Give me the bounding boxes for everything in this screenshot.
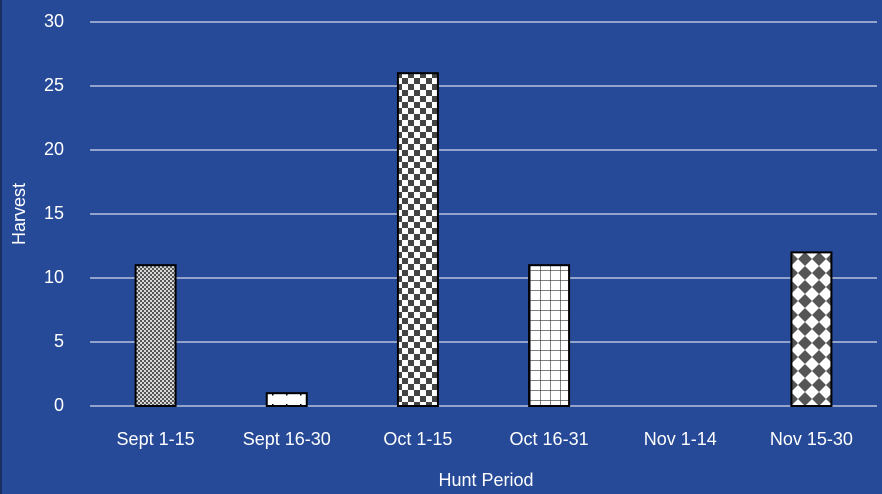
x-tick-label: Sept 16-30 bbox=[243, 429, 331, 449]
y-tick-label: 0 bbox=[54, 395, 64, 415]
bar bbox=[790, 251, 833, 407]
y-tick-label: 30 bbox=[44, 11, 64, 31]
y-tick-label: 5 bbox=[54, 331, 64, 351]
x-tick-label: Nov 15-30 bbox=[770, 429, 853, 449]
y-axis-label: Harvest bbox=[9, 183, 29, 245]
y-tick-label: 15 bbox=[44, 203, 64, 223]
y-tick-label: 10 bbox=[44, 267, 64, 287]
bar bbox=[528, 264, 571, 408]
x-tick-label: Nov 1-14 bbox=[644, 429, 717, 449]
x-tick-label: Oct 1-15 bbox=[383, 429, 452, 449]
x-axis-label: Hunt Period bbox=[438, 470, 533, 490]
bar bbox=[396, 72, 439, 407]
bar bbox=[134, 264, 177, 408]
y-tick-label: 20 bbox=[44, 139, 64, 159]
x-tick-label: Sept 1-15 bbox=[117, 429, 195, 449]
x-tick-label: Oct 16-31 bbox=[510, 429, 589, 449]
bar bbox=[265, 392, 308, 408]
y-tick-label: 25 bbox=[44, 75, 64, 95]
